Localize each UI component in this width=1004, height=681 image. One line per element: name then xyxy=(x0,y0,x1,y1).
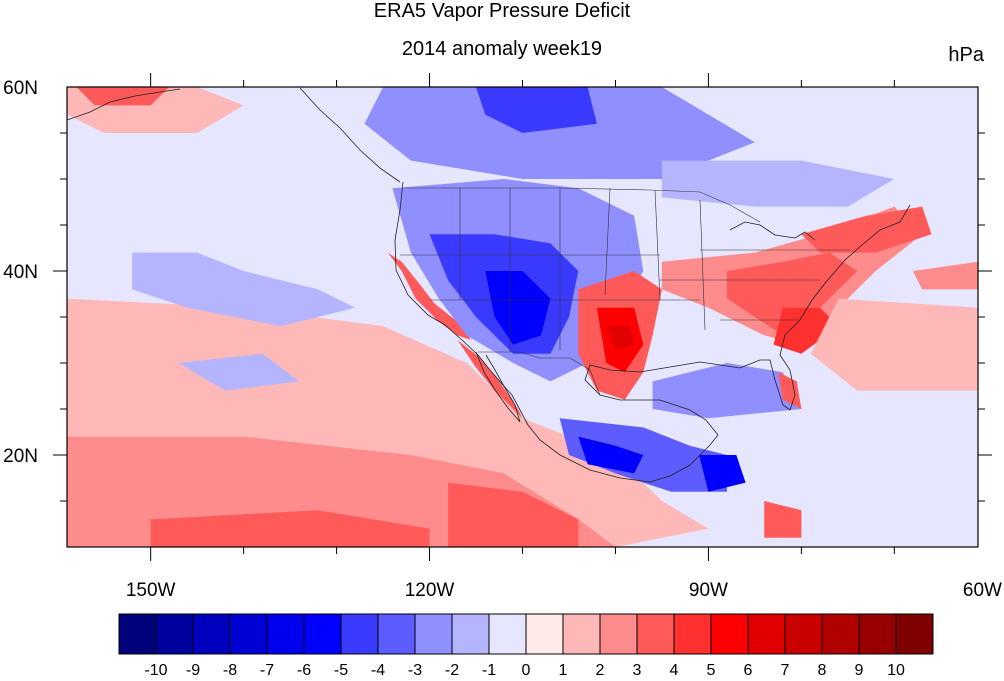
colorbar-swatch xyxy=(155,613,194,655)
lon-label: 60W xyxy=(963,580,1002,601)
colorbar-swatch xyxy=(895,613,934,655)
colorbar-swatch xyxy=(414,613,453,655)
colorbar-swatch xyxy=(784,613,823,655)
canada-coast xyxy=(299,87,401,183)
colorbar-label: -1 xyxy=(482,662,496,679)
colorbar-label: 10 xyxy=(887,662,905,679)
region-yucatan-deep-blue xyxy=(699,455,746,492)
region-atlantic-pink xyxy=(810,298,978,391)
colorbar-swatch xyxy=(488,613,527,655)
colorbar-label: 7 xyxy=(781,662,790,679)
map-title: ERA5 Vapor Pressure Deficit xyxy=(373,0,631,22)
colorbar-label: -10 xyxy=(144,662,167,679)
region-central-america-red xyxy=(764,501,802,538)
region-alaska-red xyxy=(76,87,170,106)
region-mexico-deep-blue xyxy=(578,436,644,474)
colorbar-label: -5 xyxy=(334,662,348,679)
colorbar-swatch xyxy=(821,613,860,655)
colorbar-swatch xyxy=(673,613,712,655)
colorbar-label: -6 xyxy=(297,662,311,679)
map-tick-labels: 150W 120W 90W 60W 60N 40N 20N xyxy=(3,78,1002,601)
region-canada-blue xyxy=(364,87,755,179)
region-northeast-red xyxy=(801,206,932,253)
colorbar-label: -4 xyxy=(371,662,385,679)
lon-label: 150W xyxy=(126,580,176,601)
colorbar-label: 0 xyxy=(522,662,531,679)
colorbar-label: 5 xyxy=(707,662,716,679)
lat-label: 20N xyxy=(3,446,38,467)
region-california-coast xyxy=(387,252,472,340)
region-pacific-deep-red xyxy=(448,482,579,547)
colorbar-swatch xyxy=(858,613,897,655)
colorbar-swatch xyxy=(377,613,416,655)
region-plains-core-red xyxy=(606,326,635,350)
lat-label: 60N xyxy=(3,78,38,99)
colorbar-label: 6 xyxy=(744,662,753,679)
alaska-coast xyxy=(67,88,181,121)
region-hudson-blue xyxy=(661,160,895,207)
colorbar-label: -9 xyxy=(186,662,200,679)
colorbar-label: -8 xyxy=(223,662,237,679)
region-east-red xyxy=(727,252,858,336)
great-lakes xyxy=(729,221,816,241)
gulf-coast-line xyxy=(584,204,911,436)
map-ticks xyxy=(53,73,992,561)
colorbar-swatch xyxy=(266,613,305,655)
region-pacific-light-blue-2 xyxy=(178,353,300,391)
colorbar-swatch xyxy=(562,613,601,655)
colorbar-label: -7 xyxy=(260,662,274,679)
baja-line xyxy=(475,351,521,423)
colorbar-label: 1 xyxy=(559,662,568,679)
units-label: hPa xyxy=(948,44,984,66)
colorbar-label: 9 xyxy=(855,662,864,679)
colorbar-swatch xyxy=(303,613,342,655)
colorbar-label: 2 xyxy=(596,662,605,679)
region-florida-red xyxy=(778,372,802,409)
colorbar-swatch xyxy=(710,613,749,655)
state-grid xyxy=(400,187,850,352)
us-mexico-border xyxy=(478,351,601,396)
colorbar-swatch xyxy=(599,613,638,655)
region-gulf-blue xyxy=(652,363,802,419)
lon-label: 90W xyxy=(689,580,728,601)
colorbar-swatch xyxy=(229,613,268,655)
colorbar-swatch xyxy=(747,613,786,655)
colorbar-swatch xyxy=(525,613,564,655)
colorbar-swatch xyxy=(118,613,157,655)
lon-label: 120W xyxy=(405,580,455,601)
colorbar-swatch xyxy=(192,613,231,655)
region-atlantic-red xyxy=(912,261,978,290)
colorbar-swatch xyxy=(636,613,675,655)
state-borders xyxy=(400,187,850,396)
region-pacific-light-blue xyxy=(132,252,356,327)
region-southeast-red xyxy=(773,307,839,354)
colorbar-label: 4 xyxy=(670,662,679,679)
region-mexico-blue xyxy=(559,418,727,492)
colorbar-labels: -10 -9 -8 -7 -6 -5 -4 -3 -2 -1 0 1 2 3 4 5 6 7 8 9 10 xyxy=(144,662,905,679)
west-coast-line xyxy=(394,181,719,483)
colorbar-swatch xyxy=(340,613,379,655)
lat-label: 40N xyxy=(3,262,38,283)
us-canada-border xyxy=(405,187,761,223)
colorbar-label: -3 xyxy=(408,662,422,679)
region-canada-deep-blue xyxy=(476,87,597,133)
region-pacific-red-west xyxy=(150,510,430,547)
map-subtitle: 2014 anomaly week19 xyxy=(401,38,603,60)
anomaly-regions xyxy=(67,87,978,547)
region-west-core-blue xyxy=(485,271,551,345)
coastlines xyxy=(67,87,911,483)
colorbar xyxy=(118,613,934,655)
colorbar-label: -2 xyxy=(445,662,459,679)
colorbar-label: 8 xyxy=(818,662,827,679)
colorbar-label: 3 xyxy=(633,662,642,679)
colorbar-swatch xyxy=(451,613,490,655)
